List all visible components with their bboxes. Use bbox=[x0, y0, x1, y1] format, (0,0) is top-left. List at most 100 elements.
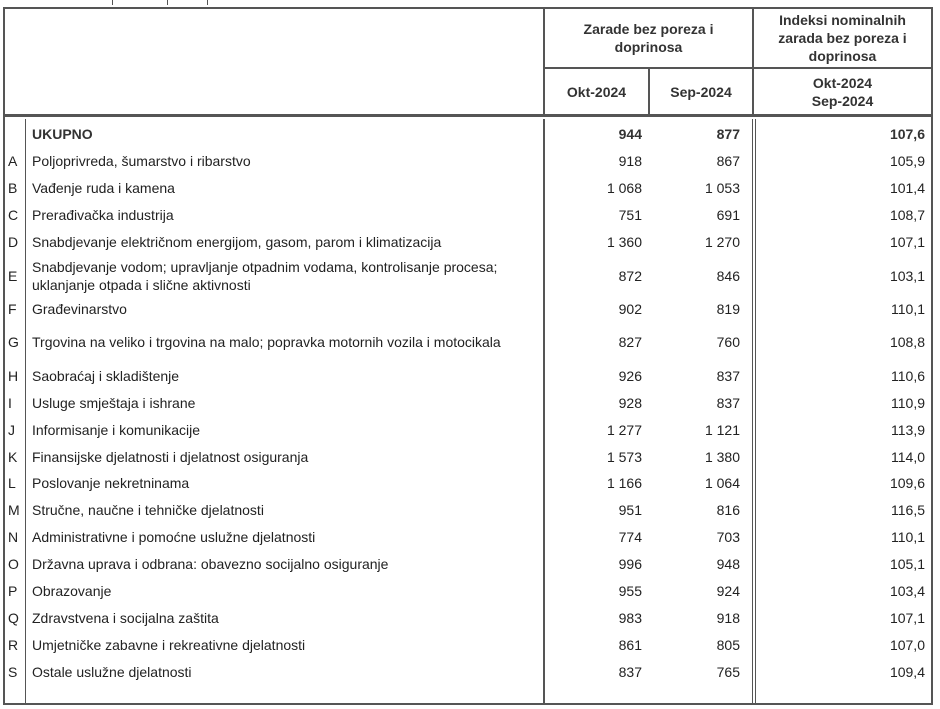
table-row: K Finansijske djelatnosti i djelatnost os… bbox=[5, 443, 931, 470]
value-sep: 846 bbox=[716, 267, 740, 284]
row-name: Saobraćaj i skladištenje bbox=[32, 367, 180, 384]
table-row: R Umjetničke zabavne i rekreativne djelat… bbox=[5, 631, 931, 658]
table-row: L Poslovanje nekretninama 1 166 1 064 109,6 bbox=[5, 470, 931, 497]
table-row: M Stručne, naučne i tehničke djelatnosti 9… bbox=[5, 497, 931, 524]
previous-table-fragment bbox=[0, 0, 940, 8]
value-okt: 774 bbox=[618, 529, 642, 546]
row-code: D bbox=[8, 234, 19, 251]
divider bbox=[25, 119, 26, 703]
row-name: Prerađivačka industrija bbox=[32, 207, 174, 224]
fragment-line bbox=[207, 0, 208, 5]
value-sep: 703 bbox=[716, 529, 740, 546]
value-index: 107,1 bbox=[889, 609, 925, 626]
value-index: 103,1 bbox=[889, 267, 925, 284]
value-okt: 751 bbox=[618, 207, 642, 224]
value-okt: 827 bbox=[618, 334, 642, 351]
header-index-okt: Okt-2024 bbox=[812, 74, 873, 91]
table-row: J Informisanje i komunikacije 1 277 1 121 11… bbox=[5, 416, 931, 443]
value-sep: 691 bbox=[716, 207, 740, 224]
row-name: Zdravstvena i socijalna zaštita bbox=[32, 609, 219, 626]
value-okt: 983 bbox=[618, 609, 642, 626]
value-sep: 819 bbox=[716, 300, 740, 317]
divider bbox=[543, 9, 545, 114]
row-code: Q bbox=[8, 609, 19, 626]
row-name: Snabdjevanje vodom; upravljanje otpadnim… bbox=[32, 258, 498, 293]
value-okt: 951 bbox=[618, 502, 642, 519]
row-name: Građevinarstvo bbox=[32, 300, 127, 317]
header-index-sep: Sep-2024 bbox=[811, 92, 874, 109]
row-name: Umjetničke zabavne i rekreativne djelatn… bbox=[32, 636, 306, 653]
divider bbox=[543, 119, 545, 703]
table-row: B Vađenje ruda i kamena 1 068 1 053 101,4 bbox=[5, 175, 931, 202]
table-row: F Građevinarstvo 902 819 110,1 bbox=[5, 296, 931, 323]
value-okt: 902 bbox=[618, 300, 642, 317]
value-okt: 918 bbox=[618, 153, 642, 170]
row-name: Vađenje ruda i kamena bbox=[32, 180, 175, 197]
value-index: 108,8 bbox=[889, 334, 925, 351]
row-code: H bbox=[8, 367, 19, 384]
value-okt: 1 573 bbox=[606, 448, 642, 465]
value-sep: 877 bbox=[716, 126, 740, 143]
table-row: D Snabdjevanje električnom energijom, gas… bbox=[5, 229, 931, 256]
row-code: G bbox=[8, 334, 19, 351]
row-code: O bbox=[8, 556, 19, 573]
table-row: A Poljoprivreda, šumarstvo i ribarstvo 918… bbox=[5, 148, 931, 175]
value-index: 108,7 bbox=[889, 207, 925, 224]
table-row: P Obrazovanje 955 924 103,4 bbox=[5, 578, 931, 605]
divider bbox=[752, 9, 754, 114]
row-name: Obrazovanje bbox=[32, 583, 112, 600]
value-okt: 1 166 bbox=[606, 475, 642, 492]
value-sep: 1 380 bbox=[704, 448, 740, 465]
row-name: Ostale uslužne djelatnosti bbox=[32, 663, 192, 680]
divider bbox=[752, 119, 753, 703]
value-sep: 924 bbox=[716, 583, 740, 600]
row-code: E bbox=[8, 267, 18, 284]
value-sep: 765 bbox=[716, 663, 740, 680]
row-name: Poljoprivreda, šumarstvo i ribarstvo bbox=[32, 153, 251, 170]
value-sep: 760 bbox=[716, 334, 740, 351]
row-code: L bbox=[8, 475, 16, 492]
value-index: 114,0 bbox=[891, 448, 925, 465]
table-row: Q Zdravstvena i socijalna zaštita 983 918 10… bbox=[5, 605, 931, 632]
table-row: S Ostale uslužne djelatnosti 837 765 109,4 bbox=[5, 658, 931, 685]
row-code: R bbox=[8, 636, 19, 653]
header-group-index: Indeksi nominalnih zarada bez poreza i d… bbox=[778, 12, 907, 64]
value-index: 107,6 bbox=[889, 126, 925, 143]
row-name: Poslovanje nekretninama bbox=[32, 475, 190, 492]
value-index: 110,1 bbox=[891, 529, 925, 546]
table-row: I Usluge smještaja i ishrane 928 837 110,9 bbox=[5, 389, 931, 416]
value-index: 105,9 bbox=[889, 153, 925, 170]
fragment-line bbox=[167, 0, 168, 5]
value-sep: 1 053 bbox=[704, 180, 740, 197]
table-row: UKUPNO 944 877 107,6 bbox=[5, 121, 931, 148]
value-okt: 944 bbox=[618, 126, 642, 143]
header-index-period: Okt-2024 Sep-2024 bbox=[754, 69, 931, 114]
value-sep: 867 bbox=[716, 153, 740, 170]
value-index: 101,4 bbox=[889, 180, 925, 197]
row-name: Administrativne i pomoćne uslužne djelat… bbox=[32, 529, 316, 546]
row-name: Finansijske djelatnosti i djelatnost osi… bbox=[32, 448, 309, 465]
row-code: J bbox=[8, 421, 15, 438]
value-okt: 1 068 bbox=[606, 180, 642, 197]
value-index: 105,1 bbox=[889, 556, 925, 573]
value-sep: 1 121 bbox=[704, 421, 740, 438]
value-sep: 837 bbox=[716, 394, 740, 411]
value-sep: 1 270 bbox=[704, 234, 740, 251]
value-index: 110,1 bbox=[891, 300, 925, 317]
fragment-line bbox=[112, 0, 113, 5]
value-index: 107,0 bbox=[889, 636, 925, 653]
table-row: H Saobraćaj i skladištenje 926 837 110,6 bbox=[5, 362, 931, 389]
value-index: 110,6 bbox=[891, 367, 925, 384]
value-sep: 918 bbox=[716, 609, 740, 626]
divider bbox=[648, 69, 650, 114]
row-code: A bbox=[8, 153, 18, 170]
header-okt: Okt-2024 bbox=[566, 83, 627, 100]
row-code: S bbox=[8, 663, 18, 680]
value-index: 103,4 bbox=[889, 583, 925, 600]
row-name: Državna uprava i odbrana: obavezno socij… bbox=[32, 556, 389, 573]
row-name: Informisanje i komunikacije bbox=[32, 421, 201, 438]
row-name: Stručne, naučne i tehničke djelatnosti bbox=[32, 502, 264, 519]
table-row: O Državna uprava i odbrana: obavezno soci… bbox=[5, 551, 931, 578]
row-code: K bbox=[8, 448, 18, 465]
value-sep: 1 064 bbox=[704, 475, 740, 492]
